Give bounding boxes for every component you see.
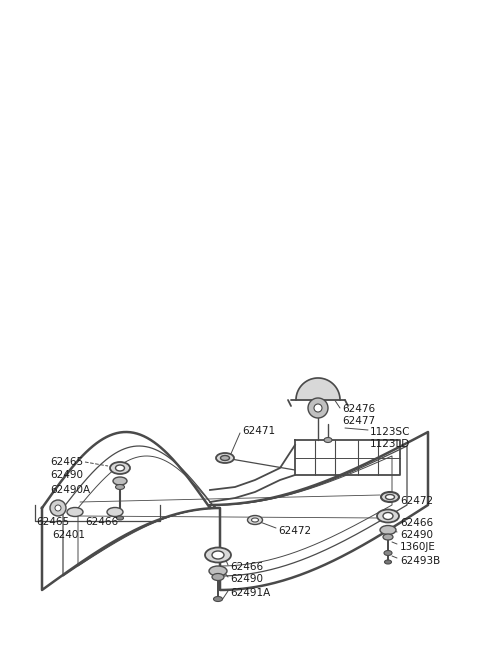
Ellipse shape [67,508,83,517]
Circle shape [50,500,66,516]
Circle shape [55,505,61,511]
Text: 62490A: 62490A [50,485,90,495]
Text: 62477: 62477 [342,416,375,426]
Circle shape [308,398,328,418]
Text: 62466: 62466 [400,518,433,528]
Ellipse shape [113,477,127,485]
Ellipse shape [384,560,392,564]
Ellipse shape [216,453,234,463]
Ellipse shape [383,512,393,519]
Text: 1123SC: 1123SC [370,427,410,437]
Ellipse shape [252,518,259,522]
Text: 62466: 62466 [85,517,118,527]
Ellipse shape [384,550,392,555]
Text: 62493B: 62493B [400,556,440,566]
Ellipse shape [385,495,395,500]
Text: 62490: 62490 [400,530,433,540]
Ellipse shape [117,516,123,520]
Ellipse shape [107,508,123,517]
Text: 62476: 62476 [342,404,375,414]
Text: 62471: 62471 [242,426,275,436]
Ellipse shape [381,492,399,502]
Ellipse shape [212,574,224,580]
Text: 62466: 62466 [230,562,263,572]
Ellipse shape [377,510,399,523]
Ellipse shape [205,548,231,563]
Text: 1360JE: 1360JE [400,542,436,552]
Ellipse shape [110,462,130,474]
Text: 62465: 62465 [50,457,83,467]
Text: 62491A: 62491A [230,588,270,598]
Text: 62490: 62490 [50,470,83,480]
Ellipse shape [212,551,224,559]
Polygon shape [296,378,340,400]
Polygon shape [42,432,428,590]
Ellipse shape [220,455,229,460]
Text: 62472: 62472 [400,496,433,506]
Ellipse shape [324,438,332,443]
Ellipse shape [116,465,124,471]
Text: 62401: 62401 [52,530,85,540]
Ellipse shape [116,485,124,489]
Ellipse shape [383,534,393,540]
Text: 62465: 62465 [36,517,69,527]
Ellipse shape [380,525,396,534]
Ellipse shape [248,515,263,525]
Circle shape [314,404,322,412]
Text: 1123LD: 1123LD [370,439,410,449]
Ellipse shape [209,566,227,576]
Text: 62490: 62490 [230,574,263,584]
Text: 62472: 62472 [278,526,311,536]
Ellipse shape [214,597,223,601]
